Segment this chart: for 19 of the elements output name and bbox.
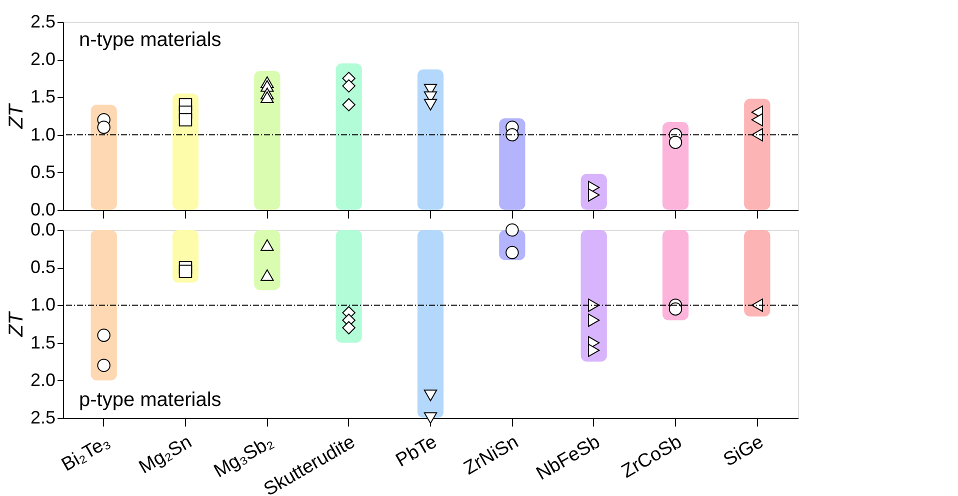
y-tick-label: 2.0 [30, 370, 56, 390]
y-tick-label: 2.5 [30, 408, 56, 428]
y-tick-label: 0.0 [30, 200, 56, 220]
y-tick-label: 1.5 [30, 86, 56, 107]
y-tick-label: 0.0 [30, 220, 56, 240]
y-tick-label: 1.0 [30, 294, 56, 315]
y-tick-label: 2.0 [30, 49, 56, 70]
x-tick-label: PbTe [392, 432, 440, 472]
y-tick-label: 0.5 [30, 162, 56, 182]
y-tick-label: 1.5 [30, 332, 56, 352]
y-tick-label: 2.5 [30, 12, 56, 32]
y-axis-title: ZT [5, 102, 28, 130]
y-tick-label: 0.5 [30, 257, 56, 278]
y-axis-title: ZT [5, 310, 28, 338]
y-tick-label: 1.0 [30, 124, 56, 144]
x-tick-label: SiGe [720, 432, 768, 471]
annotation: p-type materials [79, 389, 222, 411]
x-tick-label: Bi₂Te₃ [58, 432, 114, 476]
annotation: n-type materials [79, 29, 222, 51]
